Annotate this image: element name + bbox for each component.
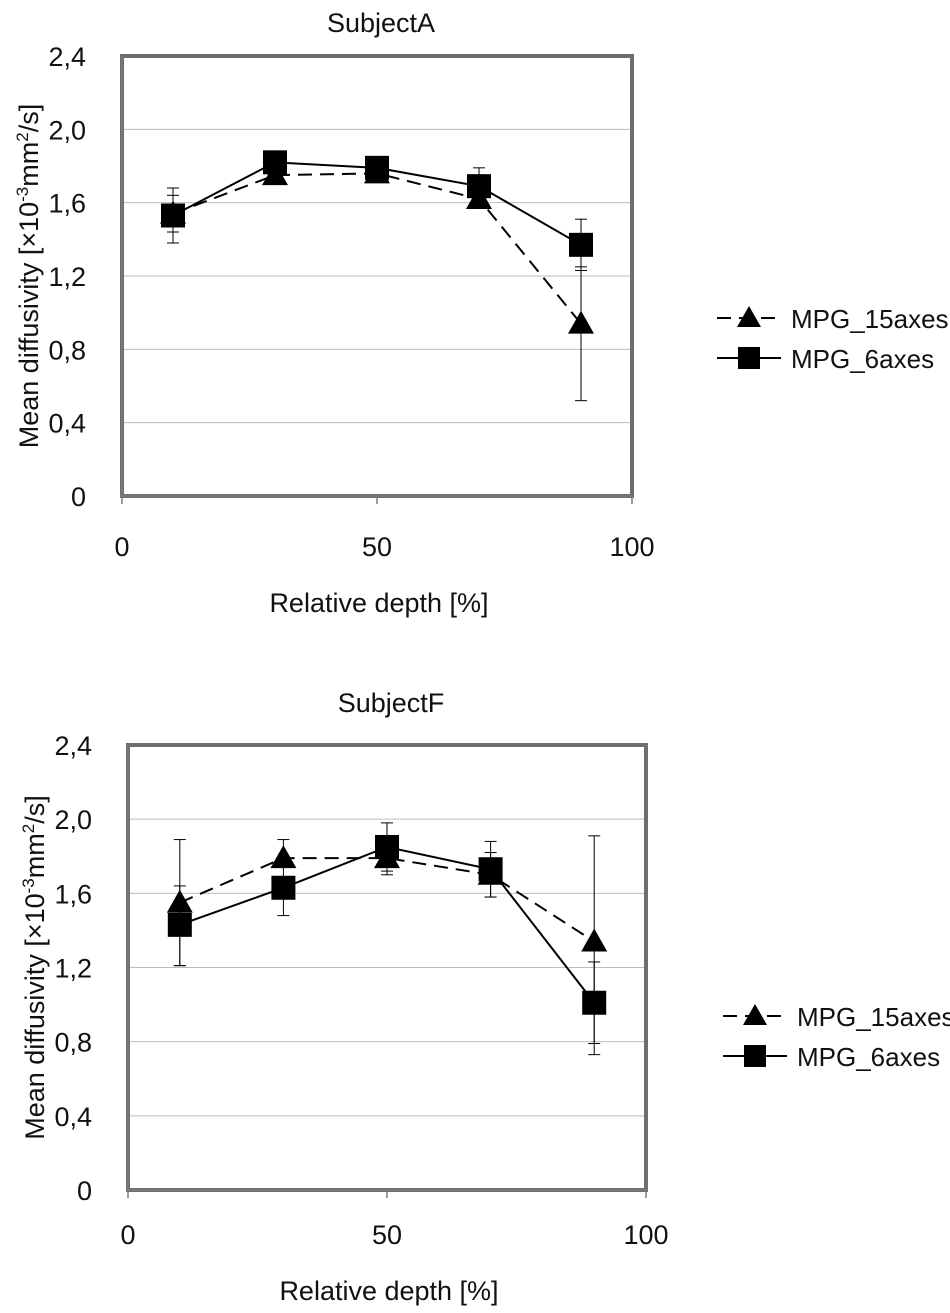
legend-entry: MPG_6axes — [723, 1042, 940, 1072]
y-axis-label-part: Mean diffusivity [×10 — [20, 893, 50, 1139]
legend-entry: MPG_15axes — [717, 304, 949, 334]
x-tick-label: 100 — [623, 1220, 668, 1250]
y-axis-label-part: Mean diffusivity [×10 — [14, 202, 44, 448]
chart-title: SubjectF — [338, 688, 445, 718]
data-point-square — [263, 150, 287, 175]
data-point-square — [167, 912, 192, 937]
x-tick-label: 0 — [120, 1220, 135, 1250]
y-tick-label: 2,4 — [48, 42, 86, 72]
data-point-triangle — [581, 928, 608, 952]
data-point-triangle — [568, 310, 594, 334]
series-line — [172, 172, 582, 325]
y-tick-label: 2,0 — [54, 805, 92, 835]
legend-label: MPG_6axes — [791, 344, 934, 374]
y-axis-label-part: /s] — [20, 795, 50, 824]
series-line — [179, 857, 595, 943]
y-axis-label-part: 2 — [19, 824, 38, 833]
y-tick-label: 0,4 — [54, 1102, 92, 1132]
x-tick-label: 100 — [609, 532, 654, 562]
y-axis-label-part: 2 — [13, 132, 32, 141]
data-point-square — [375, 834, 399, 859]
y-axis-label-part: mm — [14, 142, 44, 187]
y-tick-label: 2,4 — [54, 731, 92, 761]
data-point-square — [582, 990, 607, 1015]
series-mpg-15axes — [160, 160, 594, 402]
legend-label: MPG_15axes — [797, 1002, 950, 1032]
legend-label: MPG_15axes — [791, 304, 949, 334]
x-tick-label: 50 — [362, 532, 392, 562]
data-point-square — [365, 155, 389, 180]
y-tick-label: 0 — [77, 1176, 92, 1206]
y-axis-label: Mean diffusivity [×10-3mm2/s] — [13, 104, 44, 448]
legend-entry: MPG_6axes — [717, 344, 934, 374]
y-axis-label: Mean diffusivity [×10-3mm2/s] — [19, 795, 50, 1139]
y-tick-label: 1,2 — [48, 262, 86, 292]
y-tick-label: 1,6 — [54, 879, 92, 909]
x-axis-label: Relative depth [%] — [279, 1276, 498, 1306]
y-axis-label-part: mm — [20, 833, 50, 878]
error-bar — [575, 266, 587, 402]
chart-panel-1: 0 50 100 0 0,4 0,8 1,2 1,6 2,0 2,4 SubjectA Relativ… — [13, 8, 949, 618]
y-tick-label: 1,2 — [54, 954, 92, 984]
series-mpg-6axes — [161, 150, 593, 271]
data-point-square — [467, 174, 491, 199]
y-tick-label: 0 — [71, 482, 86, 512]
legend-label: MPG_6axes — [797, 1042, 940, 1072]
data-point-square — [478, 857, 503, 882]
x-tick-label: 0 — [114, 532, 129, 562]
chart-panel-2: 0 50 100 0 0,4 0,8 1,2 1,6 2,0 2,4 SubjectF Relativ… — [19, 688, 950, 1306]
legend-marker-square — [744, 1045, 766, 1067]
y-tick-label: 0,4 — [48, 409, 86, 439]
x-tick-label: 50 — [372, 1220, 402, 1250]
y-tick-label: 0,8 — [48, 335, 86, 365]
y-axis-label-part: -3 — [19, 878, 38, 893]
data-point-square — [271, 875, 296, 900]
data-point-square — [569, 232, 593, 257]
y-axis-label-part: /s] — [14, 104, 44, 133]
legend-marker-triangle — [743, 1004, 767, 1025]
data-point-triangle — [270, 845, 297, 869]
legend-entry: MPG_15axes — [723, 1002, 950, 1032]
data-point-square — [161, 203, 185, 228]
y-tick-label: 1,6 — [48, 189, 86, 219]
legend-marker-square — [738, 347, 760, 369]
x-axis-label: Relative depth [%] — [269, 588, 488, 618]
legend-marker-triangle — [737, 306, 761, 327]
series-mpg-6axes — [167, 822, 607, 1045]
y-tick-label: 2,0 — [48, 115, 86, 145]
y-axis-label-part: -3 — [13, 187, 32, 202]
y-tick-label: 0,8 — [54, 1028, 92, 1058]
chart-title: SubjectA — [327, 8, 435, 38]
